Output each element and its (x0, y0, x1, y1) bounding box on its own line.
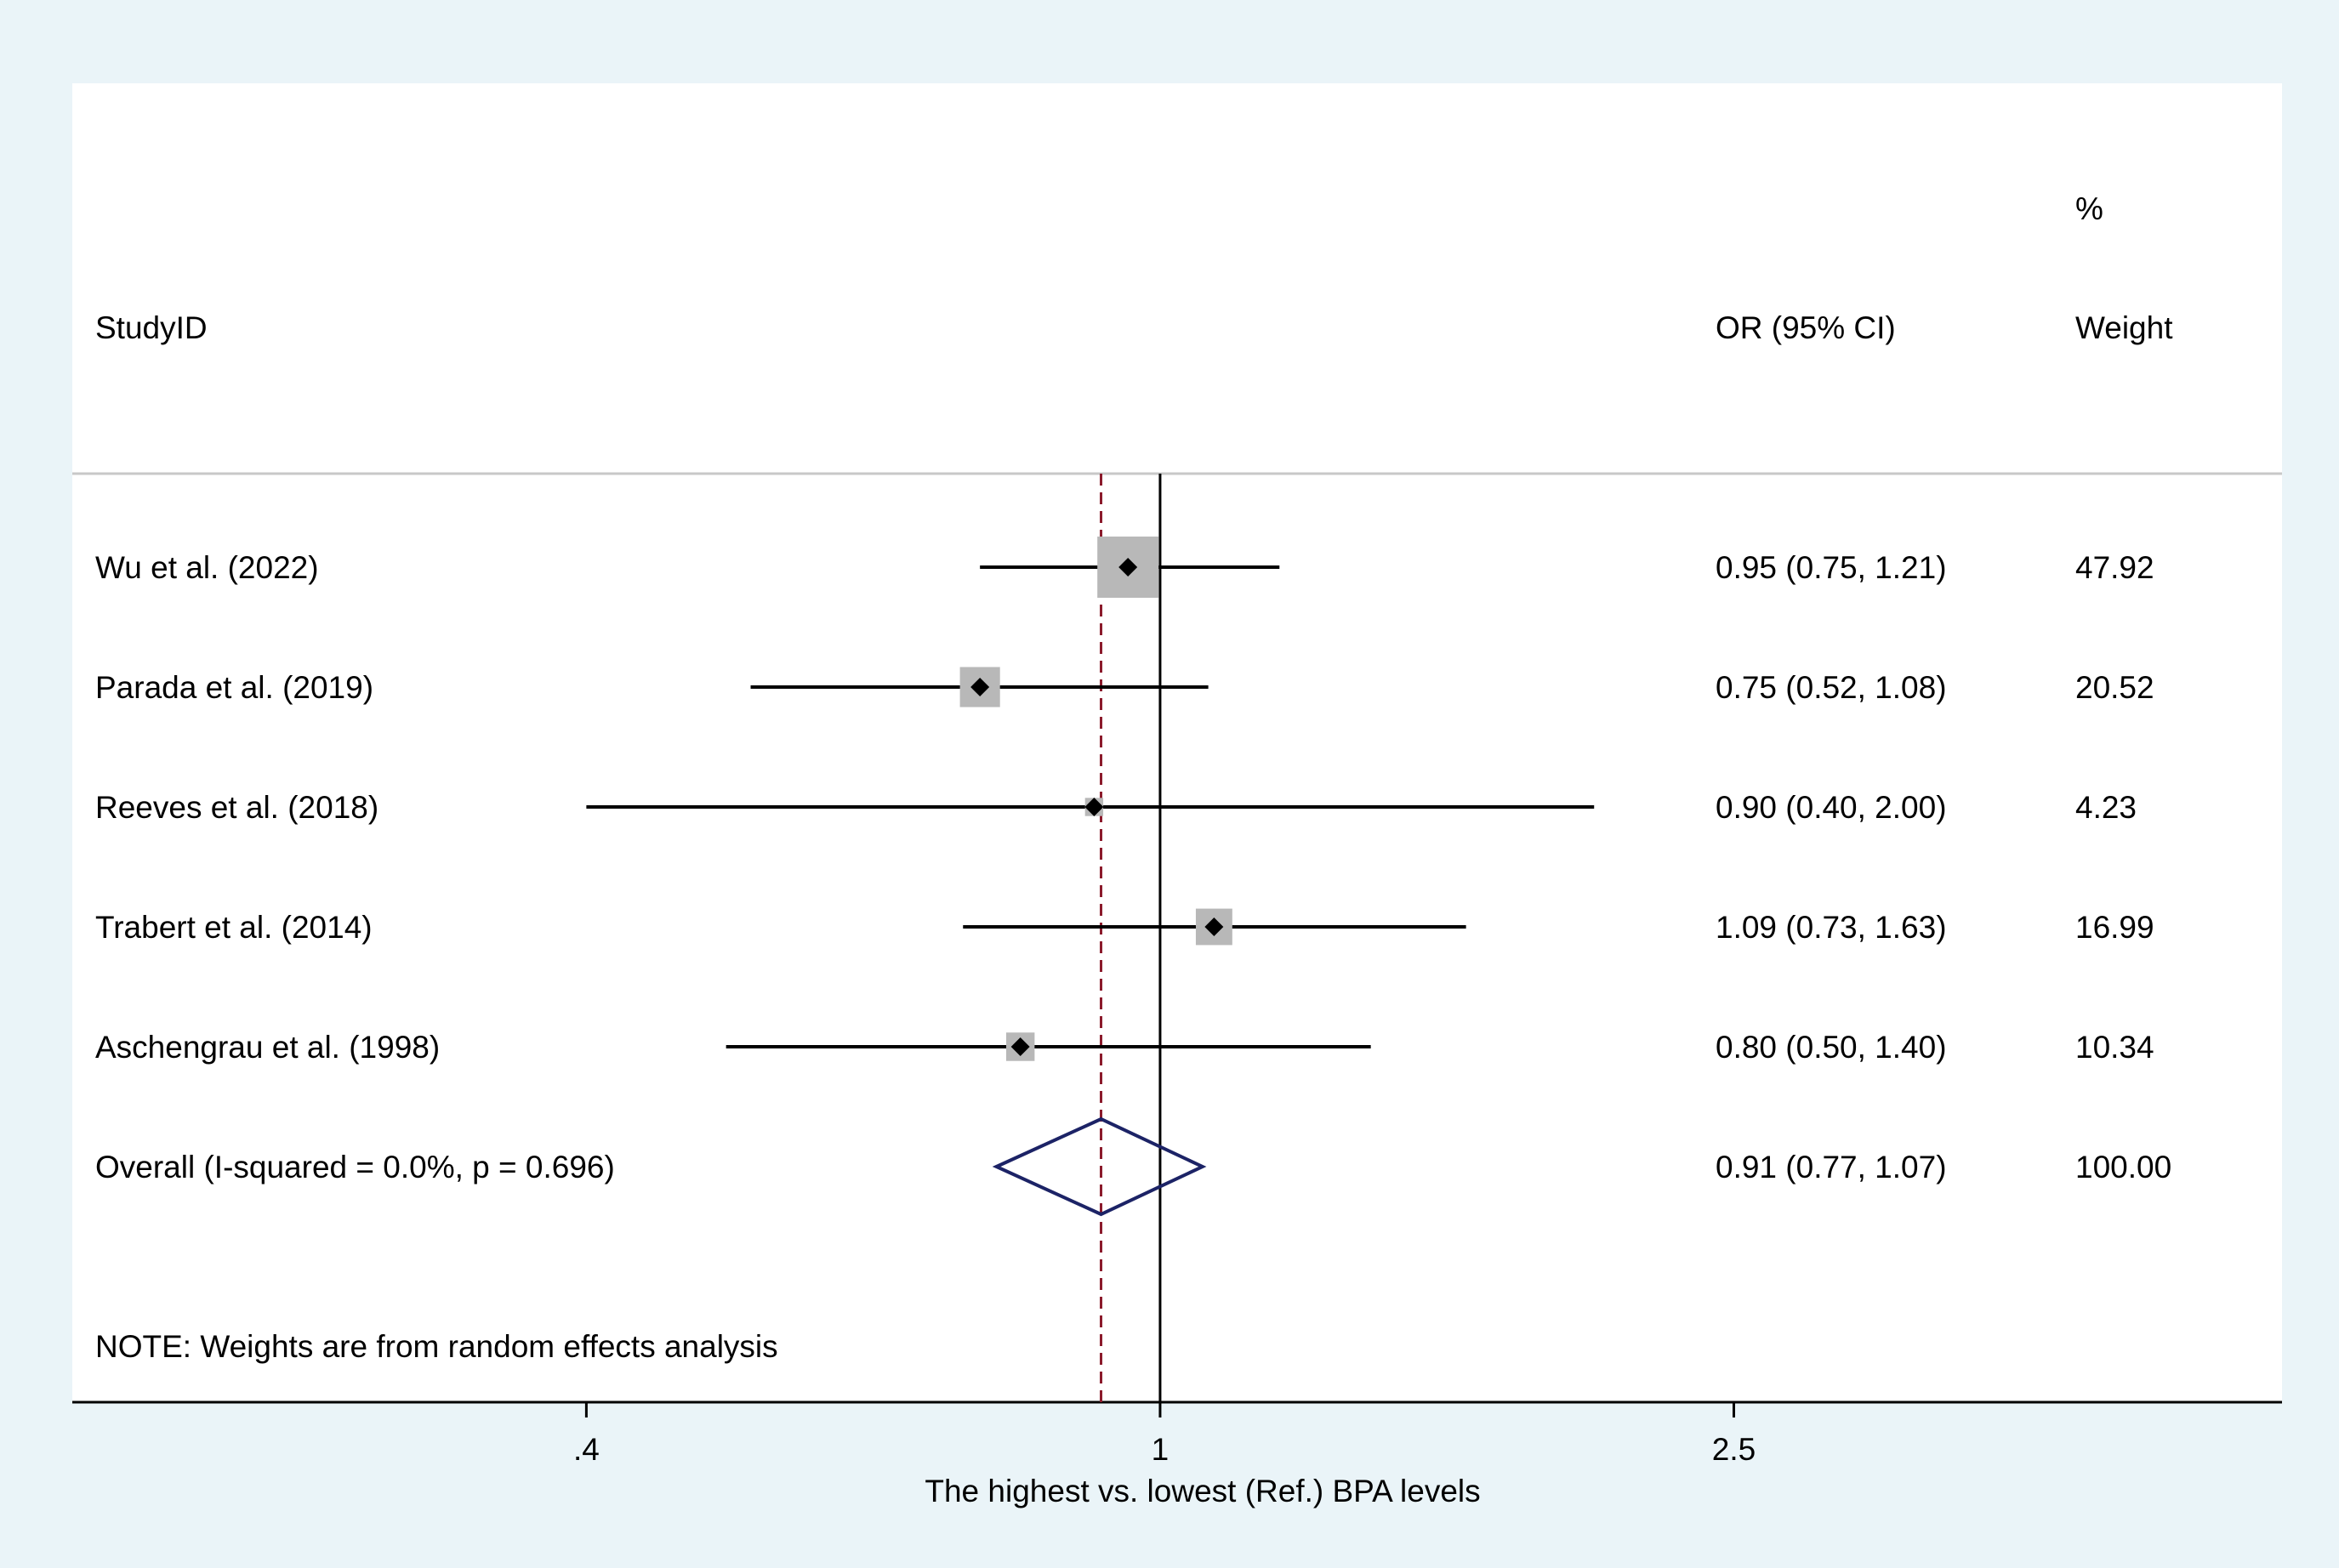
x-tick-label: .4 (573, 1432, 600, 1467)
study-or-ci: 0.75 (0.52, 1.08) (1716, 670, 1947, 705)
study-or-ci: 1.09 (0.73, 1.63) (1716, 910, 1947, 945)
study-weight: 4.23 (2075, 790, 2137, 825)
point-estimate-marker (1084, 798, 1104, 816)
study-label: Wu et al. (2022) (95, 550, 319, 585)
point-estimate-marker (1204, 918, 1224, 936)
study-weight: 20.52 (2075, 670, 2154, 705)
overall-diamond (992, 1116, 1207, 1217)
study-or-ci: 0.80 (0.50, 1.40) (1716, 1030, 1947, 1065)
overall-or-ci: 0.91 (0.77, 1.07) (1716, 1150, 1947, 1185)
x-tick-label: 1 (1152, 1432, 1170, 1467)
note-text: NOTE: Weights are from random effects an… (95, 1329, 778, 1364)
study-or-ci: 0.90 (0.40, 2.00) (1716, 790, 1947, 825)
study-weight: 16.99 (2075, 910, 2154, 945)
study-label: Parada et al. (2019) (95, 670, 373, 705)
header-study-id: StudyID (95, 310, 208, 345)
study-label: Reeves et al. (2018) (95, 790, 378, 825)
header-weight-percent: % (2075, 191, 2103, 226)
study-label: Aschengrau et al. (1998) (95, 1030, 440, 1065)
header-weight: Weight (2075, 310, 2173, 345)
study-label: Trabert et al. (2014) (95, 910, 373, 945)
header-or-ci: OR (95% CI) (1716, 310, 1896, 345)
x-tick-label: 2.5 (1712, 1432, 1756, 1467)
x-axis-label: The highest vs. lowest (Ref.) BPA levels (925, 1474, 1480, 1508)
study-weight: 10.34 (2075, 1030, 2154, 1065)
overall-label: Overall (I-squared = 0.0%, p = 0.696) (95, 1150, 615, 1185)
overall-weight: 100.00 (2075, 1150, 2171, 1185)
study-or-ci: 0.95 (0.75, 1.21) (1716, 550, 1947, 585)
point-estimate-marker (1118, 558, 1138, 577)
point-estimate-marker (1010, 1037, 1030, 1056)
study-weight: 47.92 (2075, 550, 2154, 585)
point-estimate-marker (970, 678, 990, 696)
plot-panel (72, 83, 2282, 1402)
